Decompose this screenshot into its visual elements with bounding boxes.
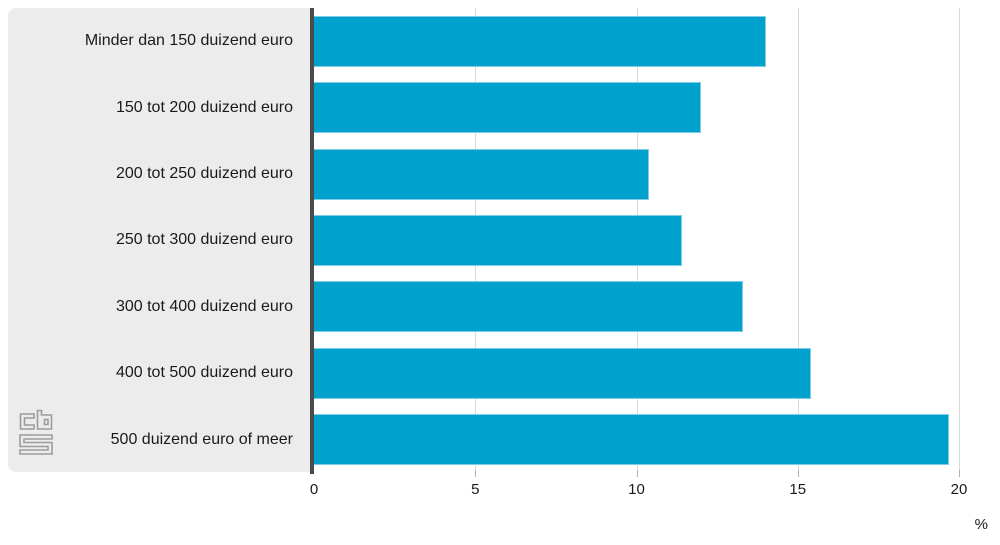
category-label-panel: Minder dan 150 duizend euro 150 tot 200 d… <box>8 8 310 472</box>
cbs-logo-letter-c <box>19 413 35 430</box>
bar-rows <box>314 8 959 473</box>
bar-row <box>314 8 959 74</box>
category-row: Minder dan 150 duizend euro <box>8 8 310 74</box>
gridline <box>797 8 799 470</box>
cbs-logo-letter-s <box>19 434 53 455</box>
bar[interactable] <box>314 281 743 333</box>
bar[interactable] <box>314 15 766 67</box>
bar-row <box>314 74 959 140</box>
x-axis-tick <box>797 470 799 477</box>
category-labels: Minder dan 150 duizend euro 150 tot 200 d… <box>8 8 310 473</box>
cbs-logo-letter-b-counter <box>43 418 49 426</box>
bar[interactable] <box>314 148 650 200</box>
category-label: 250 tot 300 duizend euro <box>115 231 293 249</box>
bar-row <box>314 407 959 473</box>
x-axis-ticks <box>314 470 960 477</box>
x-axis-tick <box>475 470 477 477</box>
category-label: 500 duizend euro of meer <box>110 430 293 448</box>
x-axis-unit-label: % <box>974 516 988 533</box>
bar[interactable] <box>314 347 811 399</box>
bar-row <box>314 207 959 273</box>
x-axis-tick-labels: 0 5 10 15 20 <box>310 481 968 501</box>
x-axis-tick <box>636 470 638 477</box>
category-row: 150 tot 200 duizend euro <box>8 74 310 140</box>
category-label: Minder dan 150 duizend euro <box>84 32 293 50</box>
cbs-logo-letter-b <box>36 409 53 430</box>
bar-row <box>314 274 959 340</box>
bar[interactable] <box>314 214 682 266</box>
cbs-logo <box>19 409 53 455</box>
gridline <box>959 8 960 470</box>
bar[interactable] <box>314 414 950 466</box>
bar-row <box>314 340 959 406</box>
x-axis-tick-label: 20 <box>950 481 968 498</box>
plot-area <box>314 8 960 473</box>
x-axis-tick <box>959 470 960 477</box>
category-label: 400 tot 500 duizend euro <box>115 364 293 382</box>
x-axis-tick-label: 15 <box>789 481 807 498</box>
category-row: 500 duizend euro of meer <box>8 407 310 473</box>
x-axis-tick-label: 0 <box>309 481 319 498</box>
bar[interactable] <box>314 82 701 134</box>
y-axis-line <box>310 8 314 474</box>
category-row: 300 tot 400 duizend euro <box>8 274 310 340</box>
category-label: 150 tot 200 duizend euro <box>115 98 293 116</box>
category-row: 250 tot 300 duizend euro <box>8 207 310 273</box>
category-row: 200 tot 250 duizend euro <box>8 141 310 207</box>
x-axis-tick-label: 10 <box>628 481 645 498</box>
category-label: 300 tot 400 duizend euro <box>115 297 293 315</box>
category-row: 400 tot 500 duizend euro <box>8 340 310 406</box>
x-axis-tick-label: 5 <box>471 481 480 498</box>
category-label: 200 tot 250 duizend euro <box>115 165 293 183</box>
bar-row <box>314 141 959 207</box>
